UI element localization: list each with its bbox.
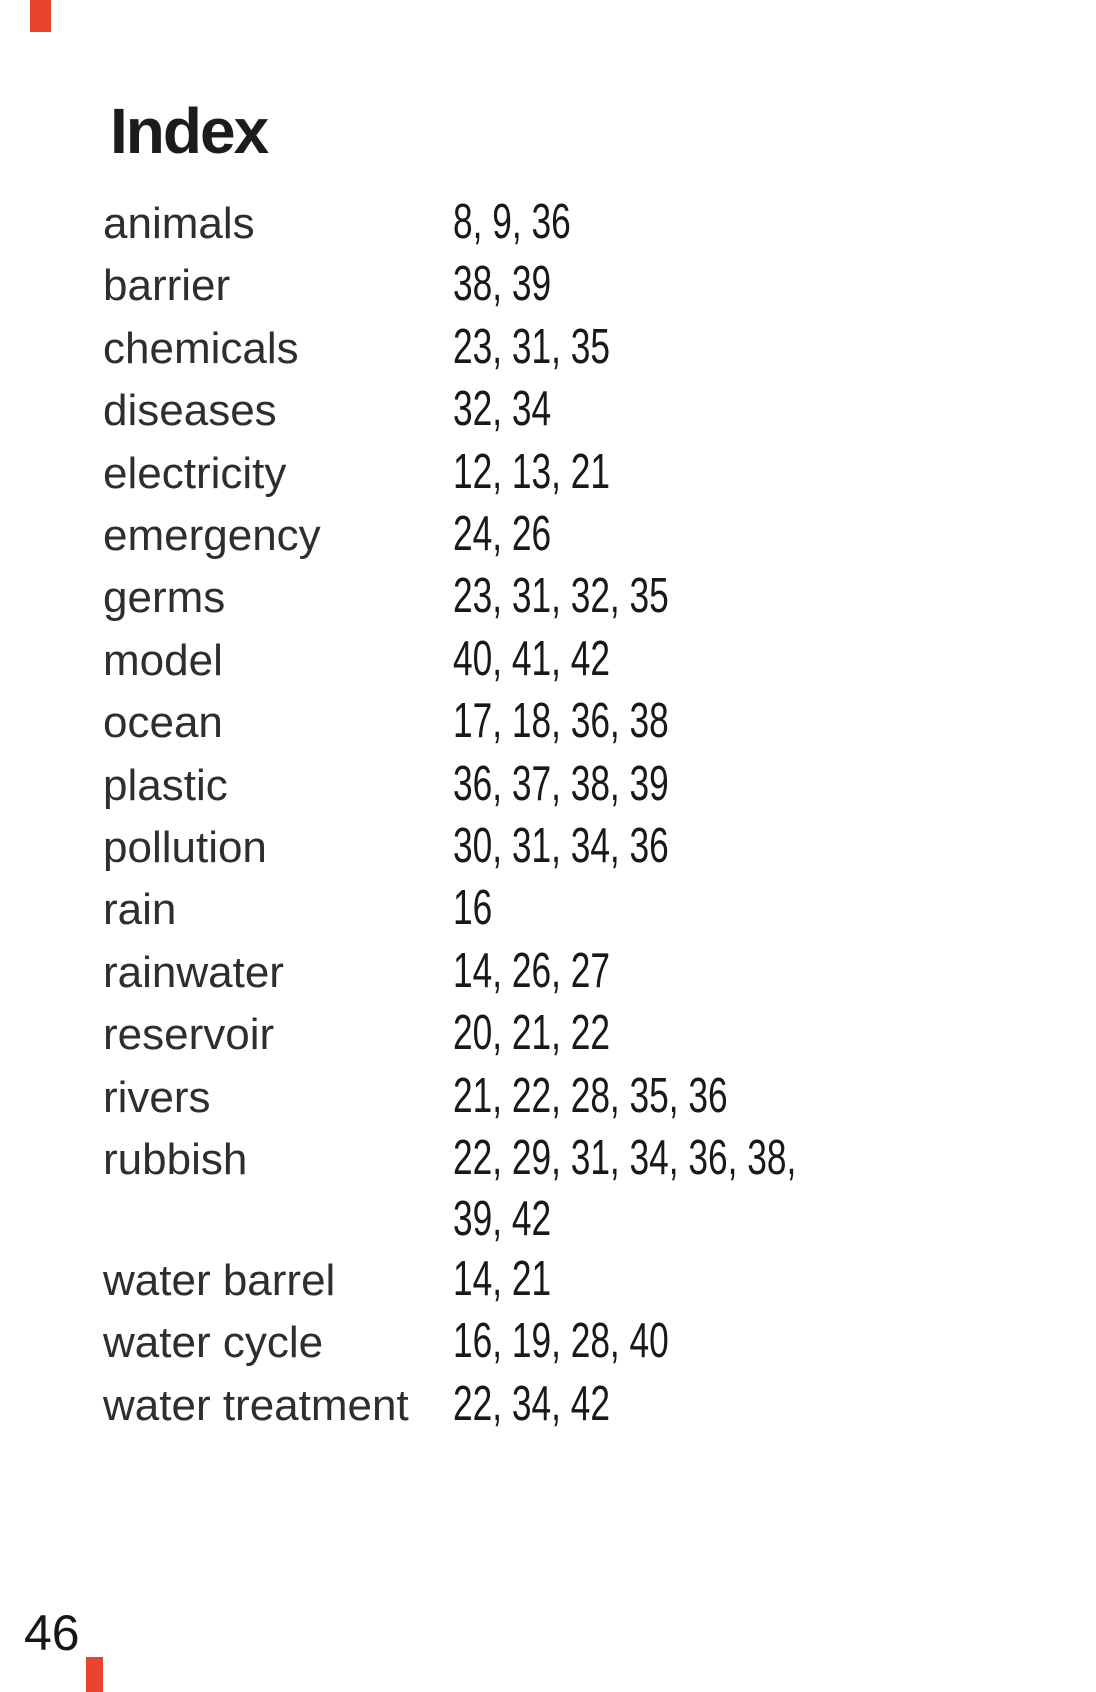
index-row: barrier 38, 39	[103, 254, 1096, 316]
index-term: germs	[103, 573, 226, 623]
index-term: water barrel	[103, 1255, 336, 1305]
index-pages: 16, 19, 28, 40	[453, 1314, 669, 1369]
index-pages: 23, 31, 32, 35	[453, 569, 669, 624]
index-term: rainwater	[103, 947, 284, 997]
index-pages: 38, 39	[453, 257, 552, 312]
index-pages: 30, 31, 34, 36	[453, 819, 669, 874]
index-row: model 40, 41, 42	[103, 629, 1096, 691]
index-pages: 17, 18, 36, 38	[453, 694, 669, 749]
index-pages: 14, 26, 27	[453, 943, 610, 998]
index-pages: 32, 34	[453, 382, 552, 437]
index-list: animals 8, 9, 36 barrier 38, 39 chemical…	[103, 192, 1096, 1436]
index-pages: 23, 31, 35	[453, 319, 610, 374]
red-edge-mark-top	[30, 0, 51, 32]
index-pages: 16	[453, 881, 493, 936]
index-term: diseases	[103, 386, 277, 436]
index-term: animals	[103, 199, 255, 248]
index-pages: 22, 29, 31, 34, 36, 38, 39, 42	[453, 1131, 797, 1246]
index-pages: 40, 41, 42	[453, 631, 610, 686]
index-row: emergency 24, 26	[103, 504, 1096, 566]
index-row: rubbish 22, 29, 31, 34, 36, 38, 39, 42	[103, 1128, 1096, 1249]
index-row: ocean 17, 18, 36, 38	[103, 691, 1096, 753]
index-row: electricity 12, 13, 21	[103, 442, 1096, 504]
index-pages: 8, 9, 36	[453, 195, 571, 249]
index-term: barrier	[103, 261, 231, 311]
index-term: ocean	[103, 698, 223, 748]
index-pages: 24, 26	[453, 507, 552, 562]
index-row: reservoir 20, 21, 22	[103, 1003, 1096, 1065]
index-row: water cycle 16, 19, 28, 40	[103, 1311, 1096, 1373]
index-term: emergency	[103, 511, 321, 561]
index-term: rivers	[103, 1072, 211, 1122]
index-term: model	[103, 635, 223, 685]
page-title: Index	[110, 95, 269, 167]
index-term: water cycle	[103, 1318, 324, 1368]
index-term: pollution	[103, 823, 267, 873]
page-number: 46	[24, 1605, 80, 1661]
index-row: germs 23, 31, 32, 35	[103, 566, 1096, 628]
index-pages: 21, 22, 28, 35, 36	[453, 1068, 728, 1123]
index-term: water treatment	[103, 1380, 409, 1430]
red-edge-mark-bottom	[86, 1657, 103, 1692]
index-row: water treatment 22, 34, 42	[103, 1374, 1096, 1436]
index-row: chemicals 23, 31, 35	[103, 317, 1096, 379]
index-term: rubbish	[103, 1135, 248, 1185]
index-row: pollution 30, 31, 34, 36	[103, 816, 1096, 878]
index-term: electricity	[103, 448, 287, 498]
index-pages: 22, 34, 42	[453, 1376, 610, 1431]
index-row: animals 8, 9, 36	[103, 192, 1096, 254]
index-row: plastic 36, 37, 38, 39	[103, 754, 1096, 816]
index-row: rivers 21, 22, 28, 35, 36	[103, 1066, 1096, 1128]
index-pages: 20, 21, 22	[453, 1006, 610, 1061]
index-row: diseases 32, 34	[103, 379, 1096, 441]
index-row: rainwater 14, 26, 27	[103, 941, 1096, 1003]
index-term: plastic	[103, 760, 228, 810]
index-term: reservoir	[103, 1010, 275, 1060]
index-term: rain	[103, 885, 177, 935]
index-pages: 12, 13, 21	[453, 444, 610, 499]
index-term: chemicals	[103, 323, 299, 373]
index-pages: 14, 21	[453, 1251, 552, 1306]
index-pages: 36, 37, 38, 39	[453, 756, 669, 811]
index-row: rain 16	[103, 878, 1096, 940]
index-row: water barrel 14, 21	[103, 1249, 1096, 1311]
